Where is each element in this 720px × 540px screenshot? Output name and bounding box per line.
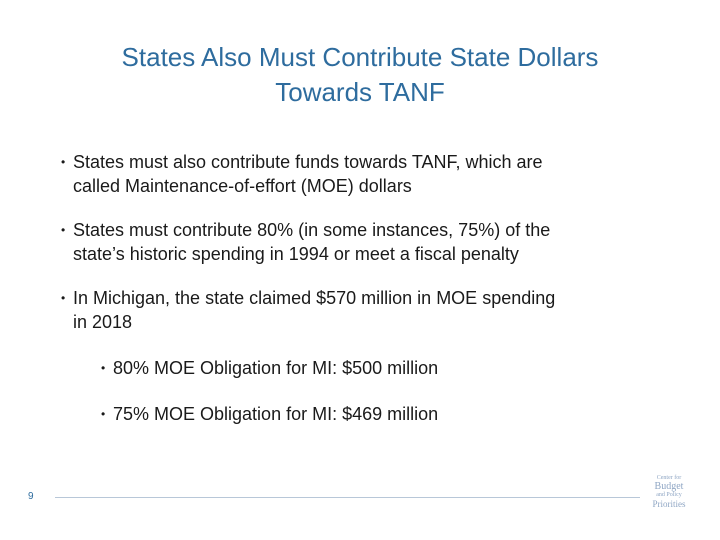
bullet-text-line: States must also contribute funds toward…	[73, 152, 543, 172]
bullet-dot-icon: •	[101, 361, 106, 375]
bullet-text-line: state’s historic spending in 1994 or mee…	[73, 244, 519, 264]
logo-line: and Policy	[656, 492, 682, 498]
slide-title: States Also Must Contribute State Dollar…	[0, 40, 720, 110]
slide-title-line-2: Towards TANF	[275, 77, 445, 107]
logo-line: Center for	[656, 475, 682, 481]
bullet-dot-icon: •	[61, 291, 66, 305]
bullet-list: • States must also contribute funds towa…	[58, 150, 678, 446]
bullet-text-line: called Maintenance-of-effort (MOE) dolla…	[73, 176, 412, 196]
sub-bullet-item-80: • 80% MOE Obligation for MI: $500 millio…	[98, 356, 678, 380]
sub-bullet-item-75: • 75% MOE Obligation for MI: $469 millio…	[98, 402, 678, 426]
slide-title-line-1: States Also Must Contribute State Dollar…	[121, 42, 599, 72]
cbpp-logo-icon: Center for Budget and Policy Priorities	[646, 475, 692, 517]
footer-divider	[55, 497, 640, 498]
bullet-text-line: in 2018	[73, 312, 133, 332]
sub-bullet-text: 75% MOE Obligation for MI: $469 million	[113, 404, 439, 424]
bullet-item-moe: • States must also contribute funds towa…	[58, 150, 678, 198]
bullet-text-line: In Michigan, the state claimed $570 mill…	[73, 288, 556, 308]
page-number: 9	[28, 491, 34, 502]
bullet-dot-icon: •	[61, 155, 66, 169]
sub-bullet-text: 80% MOE Obligation for MI: $500 million	[113, 358, 439, 378]
bullet-text-line: States must contribute 80% (in some inst…	[73, 220, 551, 240]
bullet-dot-icon: •	[61, 223, 66, 237]
bullet-item-michigan: • In Michigan, the state claimed $570 mi…	[58, 286, 678, 334]
bullet-item-contribution: • States must contribute 80% (in some in…	[58, 218, 678, 266]
logo-line: Priorities	[652, 499, 686, 509]
bullet-dot-icon: •	[101, 407, 106, 421]
logo-line: Budget	[654, 481, 684, 492]
